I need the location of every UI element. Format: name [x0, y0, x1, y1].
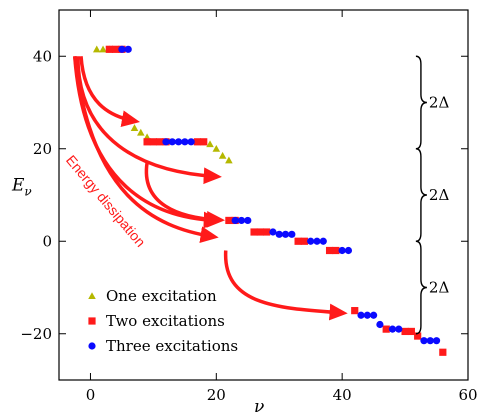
data-point-square: [143, 138, 151, 146]
legend-label: One excitation: [106, 287, 217, 305]
data-point-square: [414, 332, 422, 340]
data-point-triangle: [137, 128, 145, 136]
data-point-circle: [370, 311, 378, 319]
x-tick-label: 0: [86, 386, 96, 404]
legend-label: Two excitations: [106, 312, 225, 330]
data-point-square: [193, 138, 202, 146]
data-point-circle: [162, 138, 170, 146]
x-tick-label: 20: [207, 386, 226, 404]
data-point-circle: [395, 325, 403, 333]
data-point-square: [112, 45, 120, 53]
gap-label: 2Δ: [429, 279, 450, 297]
data-point-circle: [187, 138, 195, 146]
data-point-circle: [168, 138, 176, 146]
data-point-circle: [357, 311, 365, 319]
legend-label: Three excitations: [106, 337, 238, 355]
gap-brace: [415, 55, 427, 150]
data-point-square: [105, 45, 113, 53]
plot-frame: [58, 9, 469, 381]
data-point-square: [250, 228, 258, 236]
data-point-triangle: [218, 151, 227, 159]
dissipation-arrow: [144, 162, 226, 228]
data-point-triangle: [92, 45, 101, 53]
dissipation-arrow: [72, 56, 219, 243]
data-point-square: [200, 138, 208, 146]
legend-marker-square: [88, 317, 96, 325]
data-point-square: [225, 216, 233, 225]
data-point-circle: [181, 138, 189, 146]
data-point-square: [401, 327, 409, 336]
data-point-square: [382, 325, 390, 333]
data-point-triangle: [206, 140, 214, 148]
data-point-circle: [319, 237, 327, 245]
data-point-circle: [288, 230, 296, 238]
x-axis-label: ν: [254, 397, 264, 414]
data-point-circle: [426, 337, 434, 345]
dissipation-arrow: [76, 56, 222, 185]
data-point-circle: [124, 45, 132, 53]
legend-marker-circle: [88, 342, 96, 350]
data-point-square: [263, 228, 271, 236]
data-point-circle: [244, 216, 252, 225]
y-tick-label: 20: [33, 140, 52, 158]
dissipation-arrow: [223, 250, 348, 321]
data-point-circle: [344, 246, 353, 255]
data-point-triangle: [99, 45, 107, 53]
data-point-triangle: [130, 124, 139, 131]
data-point-circle: [307, 237, 315, 245]
data-point-circle: [376, 320, 384, 329]
data-point-square: [294, 237, 302, 245]
data-point-triangle: [212, 144, 221, 152]
gap-label: 2Δ: [429, 94, 450, 112]
x-tick-label: 60: [458, 386, 477, 404]
y-axis-label: Eν: [11, 175, 32, 198]
y-tick-label: 0: [42, 232, 52, 250]
data-point-circle: [269, 228, 277, 236]
data-point-square: [300, 237, 308, 245]
data-point-square: [407, 327, 415, 336]
data-point-square: [256, 228, 264, 236]
y-tick-label: 40: [33, 47, 52, 65]
data-point-circle: [237, 216, 246, 225]
x-tick-label: 40: [333, 386, 352, 404]
data-point-circle: [432, 337, 441, 345]
data-point-circle: [363, 311, 371, 319]
gap-brace: [415, 148, 427, 242]
data-point-circle: [388, 325, 397, 333]
data-point-square: [439, 348, 447, 356]
data-point-circle: [281, 230, 290, 238]
data-point-circle: [338, 246, 346, 255]
data-point-triangle: [225, 156, 233, 164]
data-point-circle: [174, 138, 183, 146]
legend-marker-triangle: [88, 292, 96, 300]
data-point-circle: [118, 45, 126, 53]
data-point-square: [149, 138, 157, 146]
y-tick-label: −20: [20, 325, 52, 343]
data-point-square: [156, 138, 164, 146]
data-point-circle: [231, 216, 239, 225]
data-point-square: [351, 307, 359, 315]
gap-label: 2Δ: [429, 186, 450, 204]
data-point-circle: [275, 230, 283, 238]
gap-brace: [415, 240, 427, 335]
data-point-circle: [313, 237, 321, 245]
data-point-circle: [420, 337, 428, 345]
dissipation-arrow: [79, 56, 141, 127]
data-point-square: [332, 246, 340, 255]
data-point-square: [325, 246, 334, 255]
